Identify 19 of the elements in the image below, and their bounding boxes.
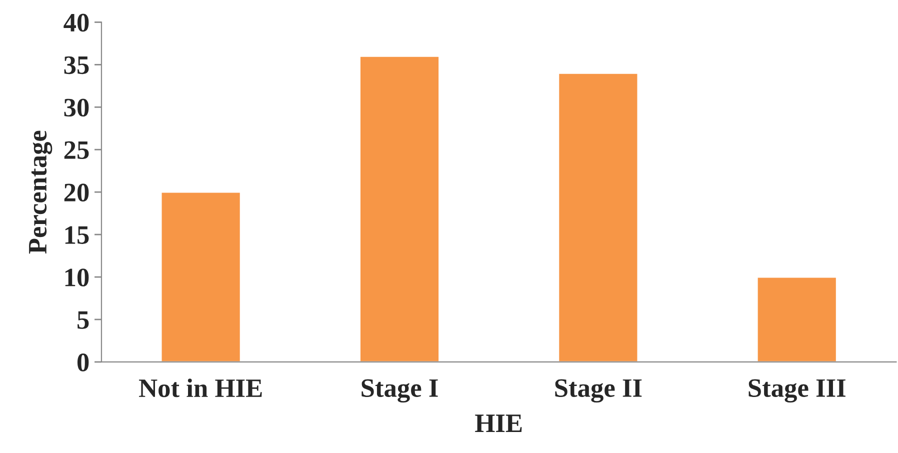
y-tick-label: 20	[64, 184, 89, 202]
y-tick-label: 10	[65, 268, 89, 286]
x-tick-label: Stage II	[555, 379, 642, 403]
bar	[359, 55, 440, 362]
bar	[160, 191, 242, 362]
y-tick-label: 25	[64, 141, 89, 160]
y-tick-label: 30	[64, 98, 89, 117]
y-tick-label: 15	[65, 226, 89, 244]
x-axis-title: HIE	[475, 414, 522, 432]
y-tick-label: 5	[78, 311, 89, 329]
bar	[558, 72, 639, 362]
y-tick-label: 40	[64, 14, 89, 32]
bar	[756, 276, 838, 362]
y-tick-label: 0	[77, 354, 89, 372]
x-tick-label: Stage III	[748, 379, 846, 403]
y-tick-label: 35	[64, 56, 89, 74]
y-axis-title: Percentage	[29, 130, 52, 254]
x-tick-label: Stage I	[362, 379, 438, 403]
x-tick-label: Not in HIE	[139, 378, 262, 398]
